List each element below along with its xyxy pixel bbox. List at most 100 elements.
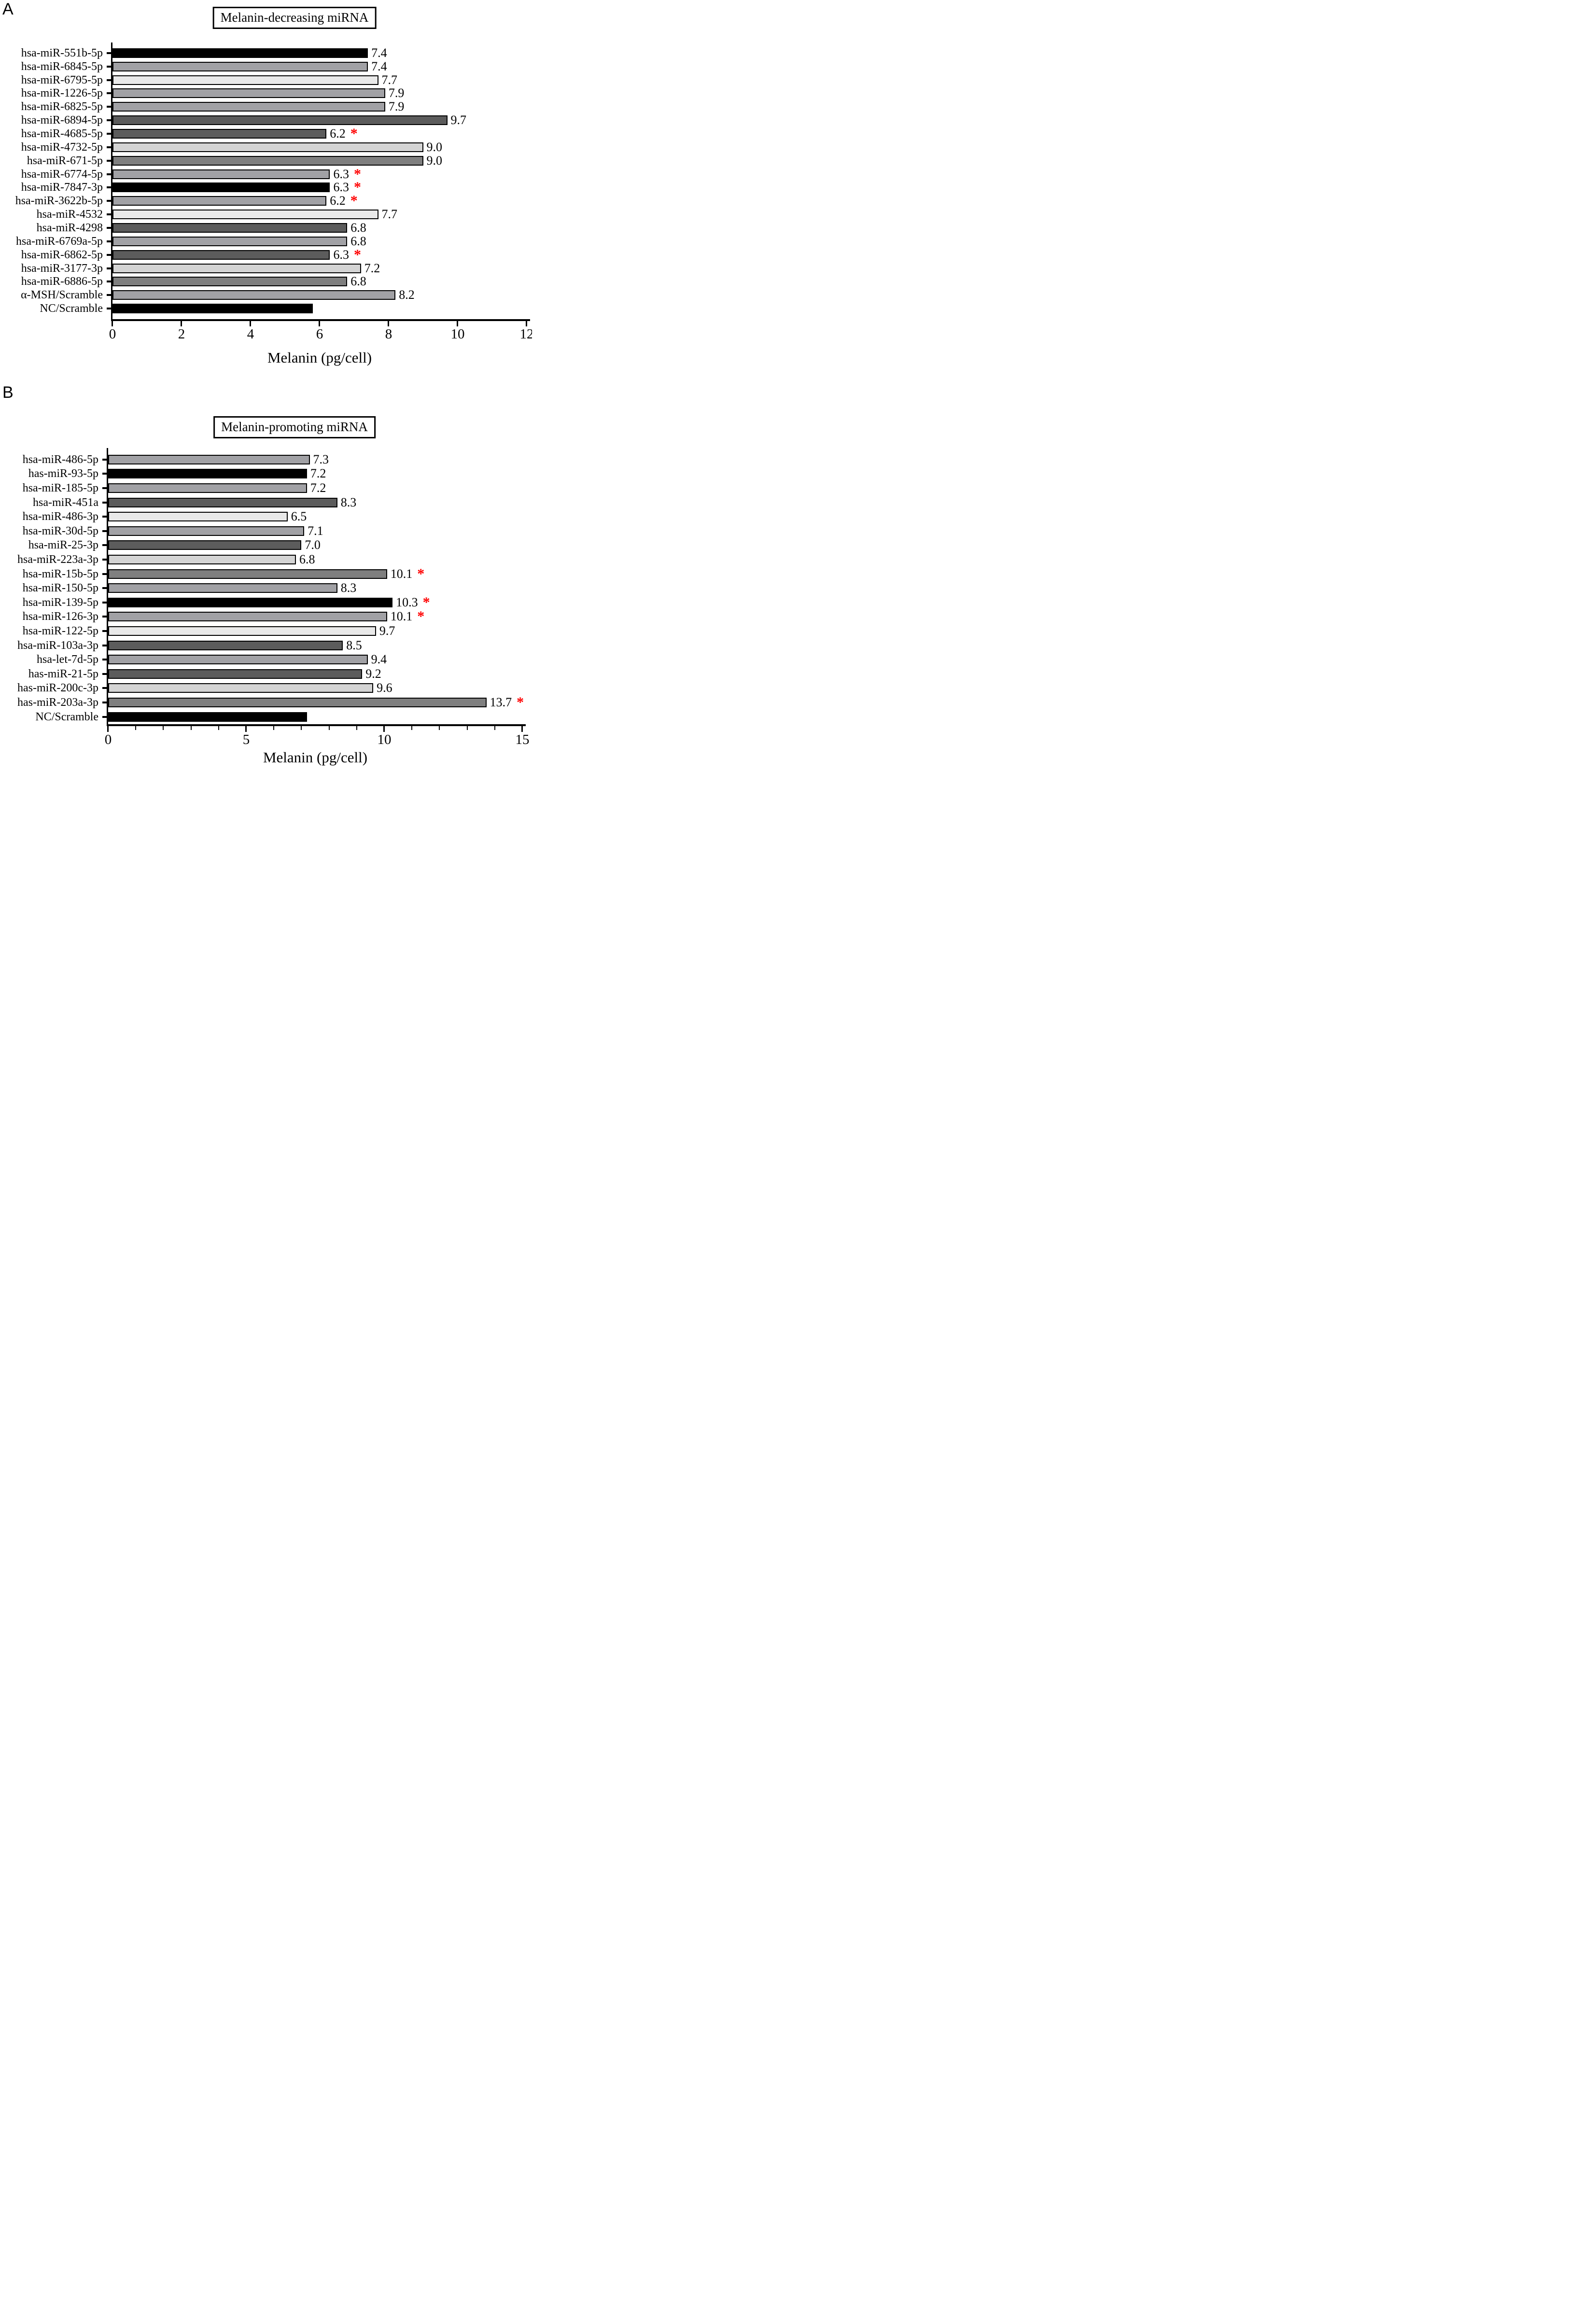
bar bbox=[108, 483, 307, 493]
x-axis-tick-label: 10 bbox=[450, 326, 465, 342]
bar bbox=[112, 290, 396, 300]
bar bbox=[108, 512, 288, 522]
category-label: has-miR-203a-3p bbox=[17, 696, 98, 709]
category-label: has-miR-21-5p bbox=[28, 667, 98, 680]
x-axis-minor-tick bbox=[301, 726, 302, 730]
bar bbox=[112, 210, 378, 220]
bar-row: hsa-miR-103a-3p 8.5 bbox=[0, 638, 532, 653]
category-tick bbox=[107, 240, 112, 242]
category-tick bbox=[107, 267, 112, 269]
category-label: hsa-miR-7847-3p bbox=[21, 181, 103, 194]
value-label: 6.8 bbox=[350, 220, 366, 235]
value-label: 9.4 bbox=[371, 652, 387, 667]
bar bbox=[108, 640, 343, 650]
value-label: 7.7 bbox=[381, 207, 398, 222]
category-tick bbox=[107, 281, 112, 283]
x-axis-minor-tick bbox=[466, 726, 468, 730]
category-label: hsa-miR-3177-3p bbox=[21, 262, 103, 275]
category-label: hsa-miR-25-3p bbox=[28, 539, 98, 552]
x-axis-minor-tick bbox=[135, 726, 137, 730]
bar-row: hsa-miR-6769a-5p 6.8 bbox=[0, 235, 532, 248]
value-label: 8.3 bbox=[340, 495, 357, 509]
value-label: 13.7 bbox=[490, 695, 512, 709]
bar bbox=[112, 250, 330, 260]
bar bbox=[108, 683, 374, 693]
category-tick bbox=[107, 52, 112, 54]
category-label: hsa-miR-6774-5p bbox=[21, 168, 103, 181]
value-label: 7.0 bbox=[305, 538, 321, 552]
bar-row: NC/Scramble bbox=[0, 710, 532, 724]
category-tick bbox=[107, 213, 112, 216]
bar-row: hsa-miR-4532 7.7 bbox=[0, 208, 532, 221]
bar-row: has-miR-21-5p 9.2 bbox=[0, 667, 532, 681]
bar-row: NC/Scramble bbox=[0, 302, 532, 315]
value-label: 9.2 bbox=[365, 666, 381, 681]
x-axis-minor-tick bbox=[190, 726, 192, 730]
x-axis-minor-tick bbox=[356, 726, 357, 730]
category-label: hsa-miR-6894-5p bbox=[21, 114, 103, 127]
category-tick bbox=[102, 701, 108, 703]
x-axis-minor-tick bbox=[163, 726, 164, 730]
panel-b-letter: B bbox=[2, 383, 14, 402]
bar-row: hsa-miR-139-5p 10.3 * bbox=[0, 595, 532, 610]
category-label: hsa-let-7d-5p bbox=[37, 653, 98, 666]
x-axis-minor-tick bbox=[494, 726, 495, 730]
x-axis-major-tick bbox=[526, 321, 527, 326]
value-label: 7.9 bbox=[388, 86, 405, 100]
bar bbox=[112, 236, 348, 246]
x-axis-tick-label: 12 bbox=[519, 326, 532, 342]
category-tick bbox=[107, 133, 112, 135]
x-axis-minor-tick bbox=[328, 726, 330, 730]
y-axis bbox=[107, 448, 108, 726]
category-label: hsa-miR-15b-5p bbox=[22, 567, 98, 580]
value-label: 7.4 bbox=[371, 45, 387, 60]
category-label: NC/Scramble bbox=[40, 302, 103, 315]
value-label: 7.7 bbox=[381, 72, 398, 87]
x-axis-major-tick bbox=[107, 726, 109, 732]
x-axis-minor-tick bbox=[273, 726, 275, 730]
category-label: hsa-miR-6886-5p bbox=[21, 275, 103, 288]
bar-row: hsa-miR-122-5p 9.7 bbox=[0, 624, 532, 638]
significance-star: * bbox=[417, 608, 425, 625]
x-axis-tick-label: 0 bbox=[109, 326, 116, 342]
category-tick bbox=[107, 79, 112, 81]
category-tick bbox=[107, 226, 112, 229]
value-label: 7.2 bbox=[310, 480, 326, 495]
category-tick bbox=[102, 530, 108, 532]
bar-row: has-miR-93-5p 7.2 bbox=[0, 467, 532, 481]
significance-star: * bbox=[350, 193, 358, 209]
category-tick bbox=[102, 616, 108, 618]
bar bbox=[112, 129, 327, 139]
category-label: hsa-miR-122-5p bbox=[22, 624, 98, 637]
bar bbox=[108, 497, 337, 507]
bar bbox=[112, 61, 368, 71]
significance-star: * bbox=[350, 126, 358, 142]
x-axis-minor-tick bbox=[439, 726, 440, 730]
bar-row: hsa-miR-7847-3p 6.3 * bbox=[0, 180, 532, 195]
x-axis-title: Melanin (pg/cell) bbox=[263, 749, 368, 766]
category-tick bbox=[107, 65, 112, 68]
category-tick bbox=[102, 673, 108, 675]
value-label: 6.3 bbox=[333, 167, 349, 181]
category-label: hsa-miR-1226-5p bbox=[21, 87, 103, 100]
category-tick bbox=[102, 501, 108, 504]
bar bbox=[108, 454, 310, 464]
bar bbox=[108, 583, 337, 593]
category-tick bbox=[107, 200, 112, 202]
bar bbox=[108, 554, 296, 564]
bar-row: hsa-miR-451a 8.3 bbox=[0, 495, 532, 510]
bar bbox=[112, 182, 330, 193]
significance-star: * bbox=[417, 565, 425, 582]
bar-row: has-miR-203a-3p 13.7 * bbox=[0, 695, 532, 710]
bar-row: α-MSH/Scramble 8.2 bbox=[0, 288, 532, 302]
category-label: hsa-miR-4685-5p bbox=[21, 127, 103, 140]
x-axis bbox=[107, 724, 526, 726]
x-axis-title: Melanin (pg/cell) bbox=[267, 349, 372, 366]
bar-row: hsa-miR-3177-3p 7.2 bbox=[0, 262, 532, 275]
bar bbox=[108, 612, 387, 622]
category-tick bbox=[107, 308, 112, 310]
value-label: 6.5 bbox=[291, 509, 307, 524]
category-label: hsa-miR-451a bbox=[33, 496, 98, 509]
category-label: hsa-miR-486-5p bbox=[22, 453, 98, 466]
x-axis-major-tick bbox=[457, 321, 458, 326]
